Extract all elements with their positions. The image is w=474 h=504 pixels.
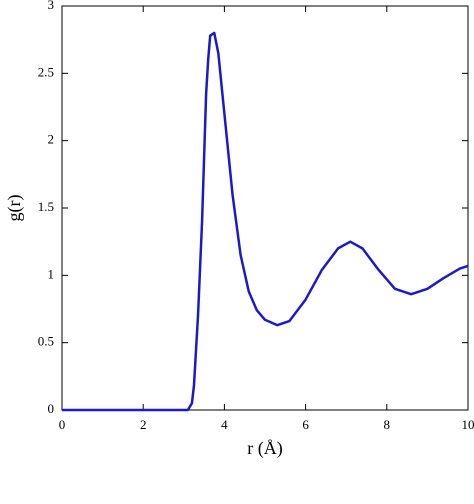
y-tick-label: 1.5 — [38, 199, 54, 214]
y-tick-label: 2 — [48, 132, 55, 147]
x-tick-label: 10 — [462, 417, 474, 432]
x-axis-title: r (Å) — [247, 438, 282, 459]
x-tick-label: 6 — [302, 417, 309, 432]
x-tick-label: 8 — [384, 417, 391, 432]
x-tick-label: 2 — [140, 417, 147, 432]
y-tick-label: 0 — [48, 401, 55, 416]
y-tick-label: 2.5 — [38, 64, 54, 79]
y-tick-label: 3 — [48, 0, 55, 12]
x-tick-label: 0 — [59, 417, 66, 432]
plot-frame — [61, 5, 469, 411]
y-axis-title: g(r) — [4, 195, 25, 222]
x-tick-label: 4 — [221, 417, 228, 432]
data-line — [62, 31, 469, 412]
y-tick-label: 0.5 — [38, 334, 54, 349]
y-tick-label: 1 — [48, 266, 55, 281]
